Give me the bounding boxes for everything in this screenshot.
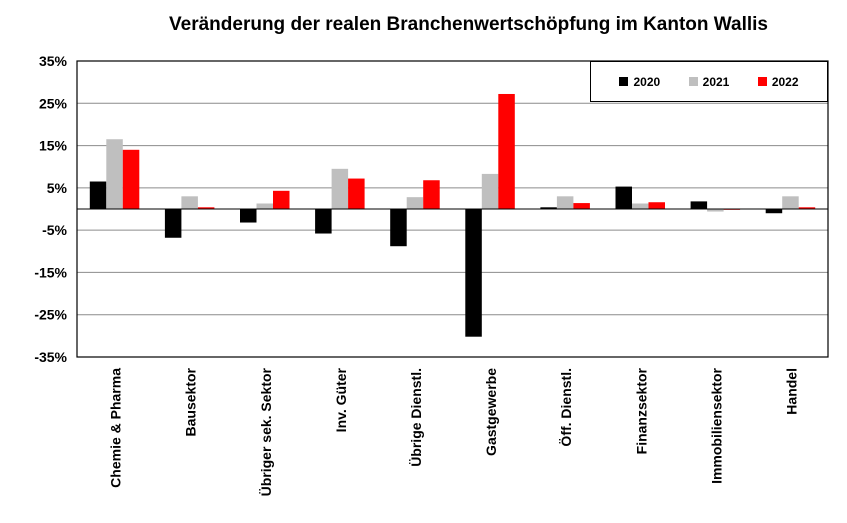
y-tick-label: 5% [47,180,68,196]
bar-2021 [782,196,799,209]
y-tick-label: -5% [42,222,67,238]
bar-2022 [122,149,140,209]
bar-2021 [106,139,123,209]
y-tick-label: 35% [39,53,68,69]
x-category-label: Übriger sek. Sektor [258,367,274,496]
bar-2021 [181,196,198,209]
legend-swatch-2020 [619,77,629,86]
y-tick-label: -25% [34,307,67,323]
legend-item-2022: 2022 [757,74,799,89]
bar-2022 [348,178,365,209]
bar-2022 [798,207,816,209]
x-category-label: Inv. Güter [333,367,349,432]
y-tick-label: 15% [39,138,68,154]
bar-2020 [164,209,182,238]
bar-2021 [481,173,499,209]
y-tick-label: 25% [39,95,68,111]
bar-2020 [765,209,783,214]
legend-swatch-2021 [688,77,698,86]
legend-item-2020: 2020 [619,75,660,89]
legend-label-2022: 2022 [771,74,799,89]
x-category-label: Bausektor [183,367,199,436]
bar-2022 [573,203,590,209]
x-category-label: Immobiliensektor [708,367,724,483]
bar-2020 [390,209,407,247]
bar-2020 [240,209,257,223]
bar-2020 [615,186,632,209]
bar-2021 [256,203,273,209]
bar-2021 [556,196,574,209]
legend-swatch-2022 [757,77,767,86]
bar-2022 [197,207,215,209]
bar-2022 [273,190,290,209]
y-tick-label: -15% [34,264,67,280]
x-category-label: Handel [783,368,799,415]
bar-2021 [331,168,349,209]
bar-2021 [406,197,424,209]
bar-2021 [707,209,724,212]
x-category-label: Gastgewerbe [483,368,499,456]
legend-item-2021: 2021 [688,74,730,89]
bar-2022 [423,180,440,209]
legend-label-2020: 2020 [633,74,661,89]
chart-legend: 2020 2021 2022 [590,61,828,102]
bar-2020 [465,209,482,337]
y-tick-label: -35% [34,349,67,365]
x-category-label: Übrige Dienstl. [408,368,424,467]
bar-2022 [498,93,515,209]
bar-2020 [540,207,557,209]
bar-2022 [648,202,665,209]
x-category-label: Finanzsektor [633,367,649,454]
bar-2020 [89,181,107,209]
legend-label-2021: 2021 [702,74,730,89]
x-category-label: Öff. Dienstl. [558,368,574,447]
bar-2020 [315,209,332,234]
bar-2021 [632,203,649,209]
bar-2020 [690,201,708,209]
x-category-label: Chemie & Pharma [108,368,124,488]
chart-title: Veränderung der realen Branchenwertschöp… [169,14,768,35]
